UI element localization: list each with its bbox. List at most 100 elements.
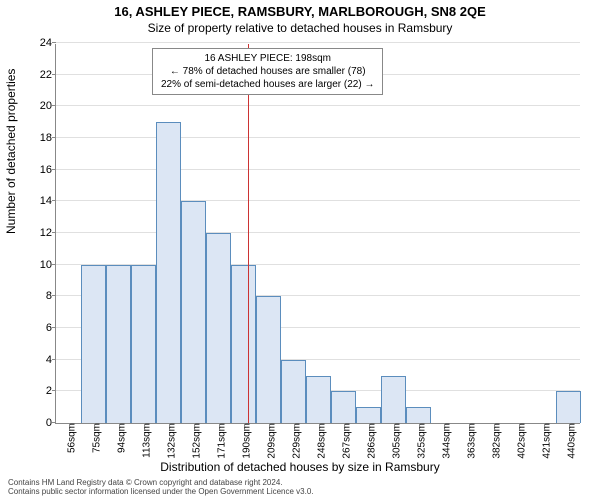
y-tick-mark [52, 422, 56, 423]
x-tick-label: 113sqm [135, 423, 152, 458]
x-tick-mark [319, 423, 320, 427]
x-tick-label: 286sqm [360, 423, 377, 459]
y-tick-mark [52, 390, 56, 391]
bar [331, 391, 356, 423]
bar [106, 265, 131, 423]
x-tick-mark [169, 423, 170, 427]
x-tick-label: 171sqm [210, 423, 227, 459]
footer-text: Contains HM Land Registry data © Crown c… [8, 478, 314, 497]
gridline [56, 105, 580, 106]
x-tick-label: 209sqm [260, 423, 277, 459]
y-tick-mark [52, 295, 56, 296]
y-tick-mark [52, 327, 56, 328]
x-tick-mark [244, 423, 245, 427]
gridline [56, 137, 580, 138]
x-tick-label: 94sqm [110, 423, 127, 453]
x-tick-mark [94, 423, 95, 427]
y-tick-label: 22 [40, 69, 56, 81]
y-tick-label: 18 [40, 132, 56, 144]
x-tick-mark [369, 423, 370, 427]
gridline [56, 200, 580, 201]
x-tick-label: 132sqm [160, 423, 177, 459]
x-tick-mark [544, 423, 545, 427]
x-tick-label: 325sqm [410, 423, 427, 459]
chart-title: 16, ASHLEY PIECE, RAMSBURY, MARLBOROUGH,… [0, 0, 600, 19]
annotation-line-2: ← 78% of detached houses are smaller (78… [161, 65, 374, 78]
bar [381, 376, 406, 424]
y-tick-mark [52, 232, 56, 233]
bar [131, 265, 156, 423]
x-tick-label: 56sqm [60, 423, 77, 453]
bar [406, 407, 431, 423]
x-tick-label: 190sqm [235, 423, 252, 459]
x-tick-label: 421sqm [535, 423, 552, 459]
bar [156, 122, 181, 423]
bar [181, 201, 206, 423]
y-tick-label: 10 [40, 259, 56, 271]
y-tick-label: 2 [46, 385, 56, 397]
x-tick-label: 402sqm [510, 423, 527, 459]
x-tick-mark [494, 423, 495, 427]
x-tick-mark [269, 423, 270, 427]
x-tick-mark [394, 423, 395, 427]
y-tick-mark [52, 74, 56, 75]
plot-area: 02468101214161820222456sqm75sqm94sqm113s… [55, 44, 580, 424]
bar [356, 407, 381, 423]
x-tick-mark [419, 423, 420, 427]
y-tick-label: 20 [40, 100, 56, 112]
y-tick-mark [52, 105, 56, 106]
y-tick-label: 16 [40, 164, 56, 176]
x-tick-mark [69, 423, 70, 427]
gridline [56, 169, 580, 170]
bar [256, 296, 281, 423]
y-tick-label: 8 [46, 290, 56, 302]
x-tick-label: 305sqm [385, 423, 402, 459]
x-tick-mark [444, 423, 445, 427]
gridline [56, 232, 580, 233]
annotation-line-3: 22% of semi-detached houses are larger (… [161, 78, 374, 91]
y-tick-label: 6 [46, 322, 56, 334]
x-tick-label: 382sqm [485, 423, 502, 459]
x-tick-label: 267sqm [335, 423, 352, 459]
x-axis-label: Distribution of detached houses by size … [0, 460, 600, 474]
footer-line-2: Contains public sector information licen… [8, 487, 314, 497]
x-tick-mark [294, 423, 295, 427]
footer-line-1: Contains HM Land Registry data © Crown c… [8, 478, 314, 488]
y-tick-mark [52, 137, 56, 138]
bar [206, 233, 231, 423]
x-tick-label: 344sqm [435, 423, 452, 459]
bar [81, 265, 106, 423]
x-tick-mark [569, 423, 570, 427]
reference-line [248, 44, 249, 423]
y-tick-mark [52, 264, 56, 265]
bar [306, 376, 331, 424]
x-tick-mark [194, 423, 195, 427]
bar [231, 265, 256, 423]
x-tick-mark [469, 423, 470, 427]
bar [556, 391, 581, 423]
x-tick-label: 248sqm [310, 423, 327, 459]
x-tick-mark [344, 423, 345, 427]
x-tick-mark [219, 423, 220, 427]
y-tick-label: 4 [46, 354, 56, 366]
chart-subtitle: Size of property relative to detached ho… [0, 19, 600, 35]
bar [281, 360, 306, 423]
x-tick-label: 440sqm [560, 423, 577, 459]
x-tick-mark [144, 423, 145, 427]
gridline [56, 42, 580, 43]
x-tick-mark [519, 423, 520, 427]
y-tick-mark [52, 359, 56, 360]
x-tick-mark [119, 423, 120, 427]
y-tick-label: 12 [40, 227, 56, 239]
y-axis-label: Number of detached properties [4, 69, 18, 234]
y-tick-mark [52, 169, 56, 170]
y-tick-label: 14 [40, 195, 56, 207]
x-tick-label: 363sqm [460, 423, 477, 459]
y-tick-label: 24 [40, 37, 56, 49]
y-tick-mark [52, 42, 56, 43]
annotation-box: 16 ASHLEY PIECE: 198sqm ← 78% of detache… [152, 48, 383, 95]
x-tick-label: 75sqm [85, 423, 102, 453]
y-tick-mark [52, 200, 56, 201]
y-tick-label: 0 [46, 417, 56, 429]
annotation-line-1: 16 ASHLEY PIECE: 198sqm [161, 52, 374, 65]
